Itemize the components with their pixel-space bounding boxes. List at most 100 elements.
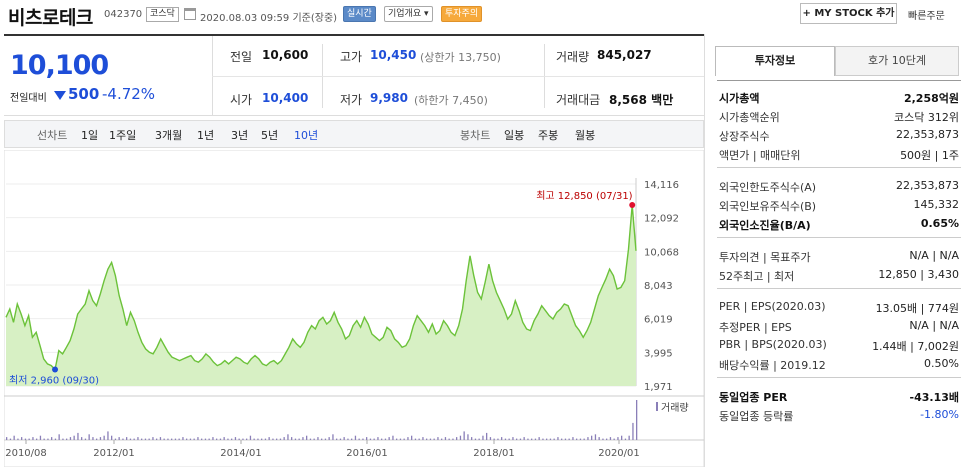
volume-bar	[538, 437, 540, 440]
volume-bar	[133, 438, 135, 440]
realtime-tag[interactable]: 실시간	[343, 6, 376, 22]
open-value: 10,400	[262, 91, 309, 105]
volume-bar	[403, 438, 405, 440]
change-percent: -4.72%	[102, 85, 156, 103]
volume-bar	[422, 437, 424, 440]
volume-bar	[231, 438, 233, 440]
info-row: 시가총액순위 코스닥 312위	[719, 107, 959, 125]
volume-bar	[47, 438, 49, 440]
info-row-value: N/A | N/A	[909, 319, 959, 332]
period-tab-6[interactable]: 10년	[294, 129, 319, 142]
info-row-key: 액면가 | 매매단위	[719, 149, 801, 162]
volume-bar	[223, 437, 225, 440]
tab-investment-info[interactable]: 투자정보	[715, 46, 835, 76]
prev-close-label: 전일	[230, 50, 253, 64]
period-tab-4[interactable]: 3년	[231, 129, 249, 142]
volume-bar	[609, 437, 612, 440]
volume-bar	[579, 438, 582, 440]
volume-bar	[51, 437, 53, 440]
low-marker	[52, 366, 59, 373]
volume-bar	[242, 438, 244, 440]
y-tick-label: 12,092	[644, 214, 679, 225]
volume-bar	[418, 438, 420, 440]
volume-bar	[58, 434, 60, 440]
volume-bar	[174, 438, 177, 440]
info-row-key: PER | EPS(2020.03)	[719, 300, 826, 313]
volume-label: 거래량	[661, 402, 689, 414]
volume-bar	[444, 437, 447, 440]
volume-bar	[212, 437, 214, 440]
volume-bar	[602, 438, 604, 440]
info-panel: 투자정보 호가 10단계 시가총액 2,258억원 시가총액순위 코스닥 312위 상장…	[704, 34, 968, 467]
info-row-key: 상장주식수	[719, 130, 770, 143]
info-row: 52주최고 | 최저 12,850 | 3,430	[719, 266, 959, 284]
volume-bar	[81, 437, 83, 440]
volume-bar	[103, 435, 105, 440]
volume-bar	[534, 438, 537, 440]
candle-tab-0[interactable]: 일봉	[504, 129, 525, 142]
fast-order-link[interactable]: 빠른주문	[908, 11, 945, 22]
period-tab-0[interactable]: 1일	[81, 129, 99, 142]
volume-bar	[159, 437, 162, 440]
candle-chart-label: 봉차트	[460, 129, 491, 142]
volume-bar	[523, 437, 525, 440]
volume-bar	[411, 435, 413, 440]
info-row: 외국인보유주식수(B) 145,332	[719, 196, 959, 214]
high-value: 10,450	[370, 48, 417, 62]
volume-bar	[568, 438, 570, 440]
period-tab-5[interactable]: 5년	[261, 129, 279, 142]
volume-bar	[36, 438, 38, 440]
info-row-key: 시가총액순위	[719, 111, 780, 124]
volume-bar	[474, 438, 477, 440]
volume-bar	[279, 438, 282, 440]
company-overview-dropdown[interactable]: 기업개요 ▾	[384, 6, 433, 22]
x-tick-label: 2010/08	[5, 448, 47, 459]
volume-bar	[358, 438, 360, 440]
volume-bar	[272, 438, 274, 440]
volume-bar	[24, 438, 27, 440]
volume-bar	[246, 438, 248, 440]
tab-orderbook[interactable]: 호가 10단계	[835, 46, 959, 76]
volume-bar	[178, 438, 180, 440]
high-annotation: 최고 12,850 (07/31)	[536, 190, 632, 202]
add-my-stock-button[interactable]: + MY STOCK 추가	[800, 3, 897, 24]
volume-bar	[306, 435, 308, 440]
volume-bar	[628, 435, 630, 440]
period-tab-2[interactable]: 3개월	[155, 129, 183, 142]
upper-limit: (상한가 13,750)	[420, 51, 501, 64]
volume-bar	[542, 438, 544, 440]
volume-bar	[504, 438, 507, 440]
info-row-value: 22,353,873	[896, 128, 959, 141]
volume-bar	[512, 437, 514, 440]
volume-bar	[388, 437, 390, 440]
info-row-key: 52주최고 | 최저	[719, 270, 795, 283]
volume-bar	[366, 437, 368, 440]
volume-bar	[216, 438, 218, 440]
volume-bar	[598, 437, 600, 440]
volume-bar	[204, 438, 207, 440]
candle-tab-1[interactable]: 주봉	[538, 129, 559, 142]
volume-bar	[354, 435, 357, 440]
volume-bar	[489, 437, 492, 440]
volume-bar	[583, 438, 585, 440]
volume-bar	[564, 438, 567, 440]
candle-tab-2[interactable]: 월봉	[575, 129, 596, 142]
volume-bar	[351, 438, 353, 440]
volume-bar	[43, 438, 45, 440]
volume-bar	[238, 438, 240, 440]
y-tick-label: 6,019	[644, 315, 673, 326]
period-tab-3[interactable]: 1년	[197, 129, 215, 142]
info-row-key: PBR | BPS(2020.03)	[719, 338, 827, 351]
stock-code: 042370	[104, 9, 143, 20]
down-arrow-icon	[54, 91, 66, 100]
volume-bar	[384, 438, 387, 440]
volume-bar	[39, 435, 42, 440]
volume-bar	[373, 438, 375, 440]
period-tab-1[interactable]: 1주일	[109, 129, 137, 142]
volume-bar	[493, 438, 495, 440]
volume-bar	[632, 422, 634, 440]
price-line	[5, 205, 637, 372]
volume-bar	[497, 438, 499, 440]
volume-bar	[66, 438, 68, 440]
volume-bar	[208, 438, 210, 440]
